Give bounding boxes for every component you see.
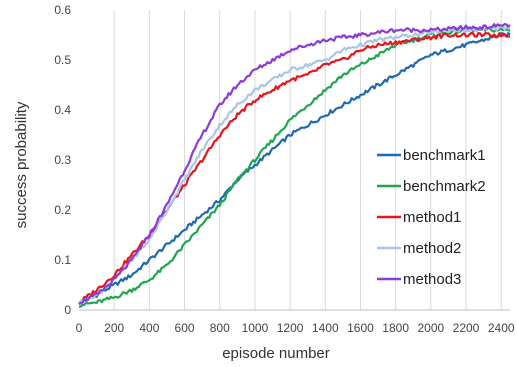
legend-label: method3 bbox=[403, 271, 461, 288]
x-tick-label: 200 bbox=[104, 321, 124, 335]
y-tick-label: 0.2 bbox=[54, 203, 71, 217]
y-axis-label: success probability bbox=[13, 101, 30, 228]
legend-label: method2 bbox=[403, 240, 461, 257]
x-tick-label: 1600 bbox=[347, 321, 374, 335]
x-tick-label: 2400 bbox=[488, 321, 515, 335]
y-tick-label: 0.5 bbox=[54, 53, 71, 67]
x-tick-labels: 0 200 400 600 800 1000 1200 1400 1600 1800 2000 220… bbox=[76, 321, 515, 335]
legend-label: method1 bbox=[403, 209, 461, 226]
y-tick-labels: 0 0.1 0.2 0.3 0.4 0.5 0.6 bbox=[54, 3, 71, 317]
legend-label: benchmark2 bbox=[403, 178, 486, 195]
y-tick-label: 0 bbox=[64, 303, 71, 317]
series-line-method3 bbox=[78, 22, 511, 306]
series-line-method2 bbox=[78, 25, 511, 305]
x-tick-label: 1200 bbox=[277, 321, 304, 335]
x-tick-label: 400 bbox=[139, 321, 159, 335]
x-tick-label: 0 bbox=[76, 321, 83, 335]
y-tick-label: 0.3 bbox=[54, 153, 71, 167]
x-tick-label: 2000 bbox=[417, 321, 444, 335]
y-tick-label: 0.1 bbox=[54, 253, 71, 267]
x-axis-label: episode number bbox=[222, 345, 330, 362]
legend: benchmark1 benchmark2 method1 method2 method… bbox=[377, 147, 486, 288]
x-tick-label: 2200 bbox=[453, 321, 480, 335]
x-tick-label: 1000 bbox=[242, 321, 269, 335]
x-tick-label: 1400 bbox=[312, 321, 339, 335]
series-line-benchmark1 bbox=[78, 31, 511, 305]
x-tick-label: 600 bbox=[175, 321, 195, 335]
x-tick-label: 1800 bbox=[382, 321, 409, 335]
y-tick-label: 0.4 bbox=[54, 103, 71, 117]
y-tick-label: 0.6 bbox=[54, 3, 71, 17]
legend-label: benchmark1 bbox=[403, 147, 486, 164]
x-tick-label: 800 bbox=[210, 321, 230, 335]
series-lines bbox=[78, 22, 511, 308]
